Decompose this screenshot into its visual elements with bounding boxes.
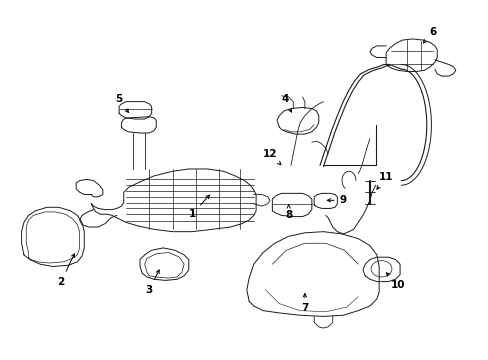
Text: 6: 6 [423, 27, 435, 43]
Text: 1: 1 [188, 195, 209, 219]
Text: 10: 10 [386, 273, 404, 290]
Text: 3: 3 [145, 270, 159, 295]
Text: 11: 11 [376, 172, 392, 189]
Text: 4: 4 [281, 94, 291, 112]
Text: 7: 7 [301, 293, 308, 313]
Text: 9: 9 [326, 195, 346, 205]
Text: 8: 8 [285, 204, 292, 220]
Text: 12: 12 [262, 149, 280, 165]
Text: 5: 5 [115, 94, 128, 112]
Text: 2: 2 [57, 254, 74, 287]
